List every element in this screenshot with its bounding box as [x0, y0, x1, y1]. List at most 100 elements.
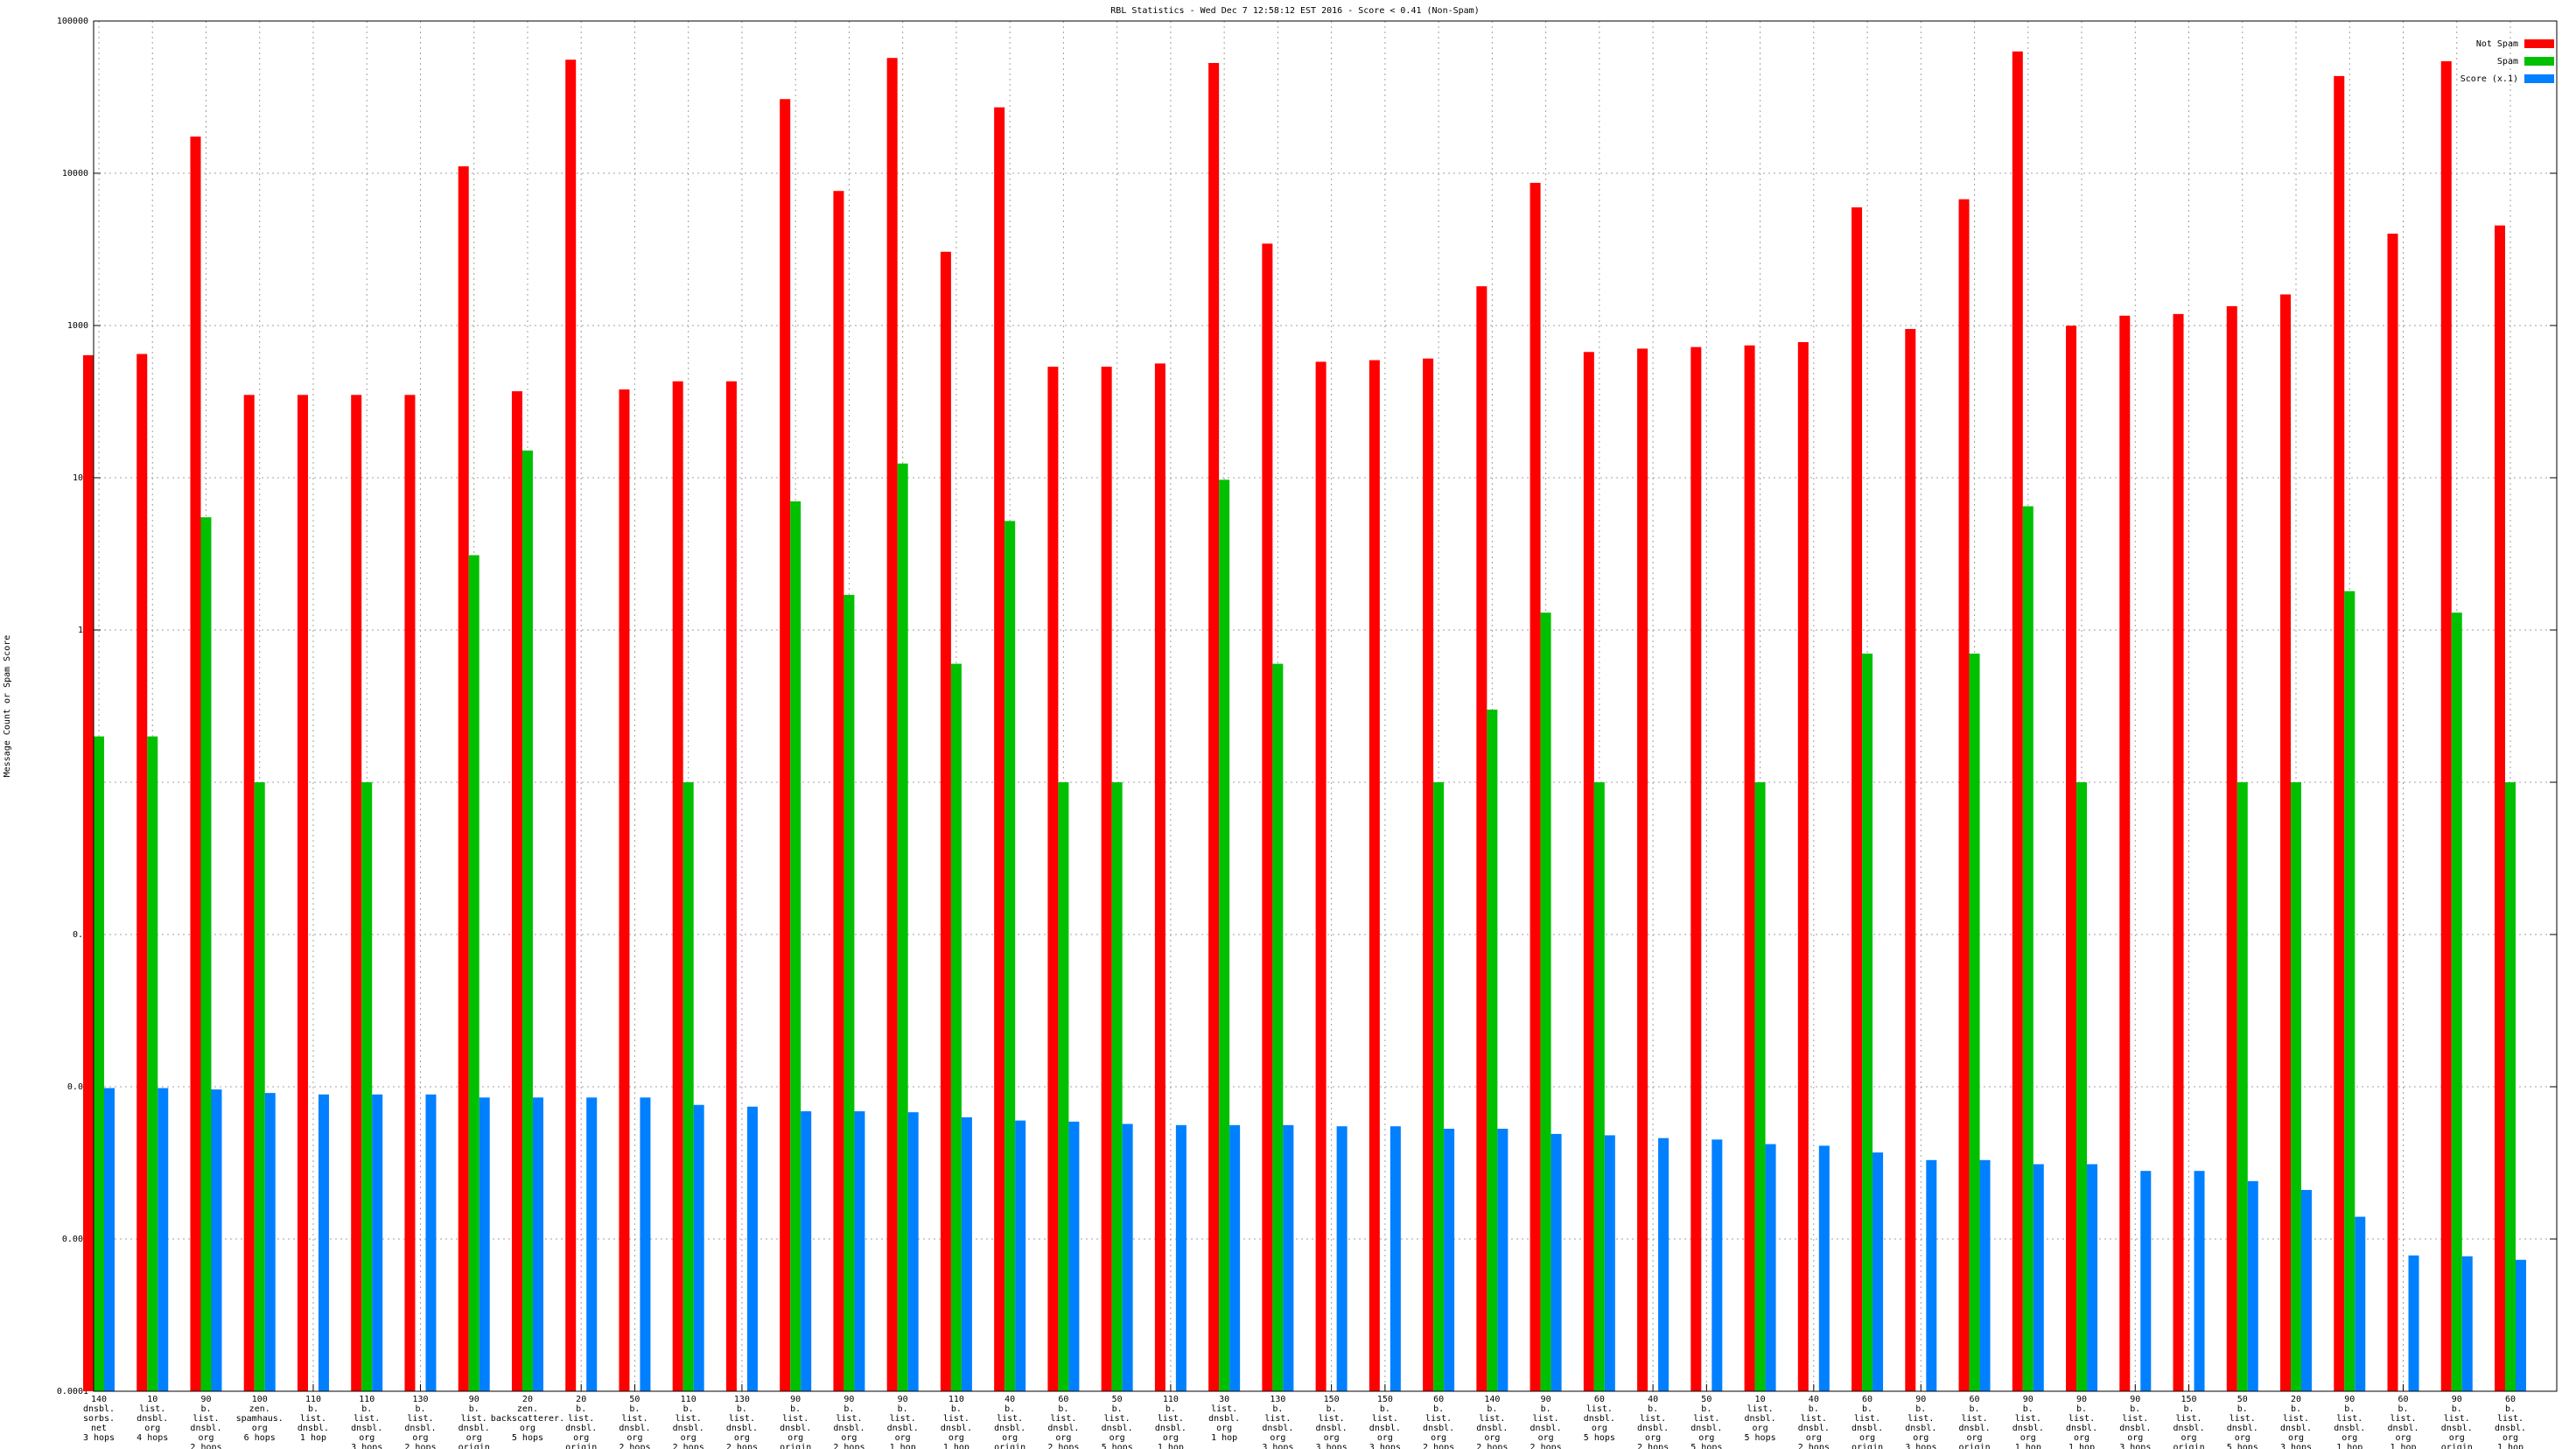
- bar: [1744, 345, 1755, 1392]
- bar: [854, 1111, 865, 1391]
- bar: [158, 1088, 169, 1391]
- bar: [886, 58, 898, 1391]
- bar: [672, 381, 683, 1391]
- x-tick-label: 130 b. list. dnsbl. org 2 hops: [404, 1395, 436, 1449]
- x-tick-label: 90 b. list. dnsbl. org 2 hops: [833, 1395, 864, 1449]
- bar: [1583, 352, 1594, 1392]
- x-tick-label: 40 b. list. dnsbl. org origin: [994, 1395, 1026, 1449]
- x-tick-label: 60 b. list. dnsbl. org origin: [1958, 1395, 1990, 1449]
- bar: [2247, 1180, 2258, 1391]
- x-tick-label: 50 b. list. dnsbl. org 2 hops: [619, 1395, 650, 1449]
- y-tick-label: 0.001: [62, 1235, 88, 1244]
- chart-title: RBL Statistics - Wed Dec 7 12:58:12 EST …: [1110, 6, 1479, 16]
- legend-label: Spam: [2497, 57, 2518, 66]
- bar: [2012, 51, 2023, 1391]
- x-tick-label: 90 b. list. dnsbl. org 3 hops: [2119, 1395, 2151, 1449]
- bar: [2076, 782, 2088, 1391]
- bar: [2173, 313, 2184, 1391]
- bar: [1926, 1159, 1937, 1391]
- bar: [2236, 782, 2248, 1391]
- x-tick-label: 10 list. dnsbl. org 4 hops: [136, 1395, 168, 1443]
- bar: [950, 663, 962, 1391]
- bar: [565, 60, 577, 1392]
- bar: [897, 463, 908, 1391]
- x-tick-label: 60 b. list. dnsbl. org 2 hops: [1423, 1395, 1454, 1449]
- y-tick-label: 0.01: [67, 1082, 88, 1092]
- bar: [2451, 612, 2462, 1391]
- x-tick-label: 50 b. list. dnsbl. org 5 hops: [2227, 1395, 2258, 1449]
- bar: [2440, 61, 2452, 1392]
- x-tick-label: 150 b. list. dnsbl. org 3 hops: [1316, 1395, 1348, 1449]
- bar: [532, 1097, 543, 1391]
- bar: [511, 391, 522, 1391]
- bar: [1444, 1128, 1455, 1391]
- bar: [1593, 782, 1605, 1391]
- x-tick-label: 60 b. list. dnsbl. org 2 hops: [1047, 1395, 1079, 1449]
- bar: [1208, 62, 1220, 1392]
- bar: [2461, 1256, 2473, 1391]
- bar: [961, 1116, 972, 1391]
- bar: [264, 1093, 276, 1391]
- x-tick-label: 110 b. list. dnsbl. 1 hop: [298, 1395, 329, 1443]
- bar: [1058, 782, 1069, 1391]
- legend-swatch: [2524, 74, 2554, 83]
- y-tick-label: 0.1: [73, 930, 88, 940]
- bar: [907, 1112, 919, 1391]
- x-tick-label: 110 b. list. dnsbl. org 1 hop: [941, 1395, 972, 1449]
- bar: [780, 99, 791, 1392]
- bar: [1852, 206, 1863, 1391]
- x-tick-label: 90 b. list. dnsbl. org 1 hop: [2334, 1395, 2365, 1449]
- bar: [1154, 363, 1166, 1392]
- x-tick-label: 90 b. list. dnsbl. org 1 hop: [2012, 1395, 2044, 1449]
- x-tick-label: 130 b. list. dnsbl. org 2 hops: [726, 1395, 758, 1449]
- bar: [1540, 612, 1551, 1391]
- bar: [2033, 1164, 2044, 1391]
- bar: [1433, 782, 1445, 1391]
- y-tick-label: 100: [73, 473, 88, 483]
- bar: [458, 166, 469, 1392]
- bar: [404, 395, 416, 1391]
- bar: [104, 1088, 115, 1391]
- bar: [2140, 1171, 2152, 1391]
- bar: [318, 1094, 329, 1391]
- bar: [725, 381, 737, 1391]
- bar: [94, 736, 104, 1391]
- bar: [297, 395, 308, 1391]
- x-tick-label: 40 b. list. dnsbl. org 2 hops: [1637, 1395, 1669, 1449]
- bar: [2087, 1164, 2098, 1391]
- bar: [586, 1097, 598, 1391]
- bar: [1712, 1139, 1723, 1391]
- y-tick-label: 100000: [57, 17, 88, 26]
- bar: [1754, 782, 1766, 1391]
- bar: [790, 500, 802, 1391]
- x-tick-label: 140 b. list. dnsbl. org 2 hops: [1476, 1395, 1508, 1449]
- bar: [833, 191, 844, 1391]
- y-tick-label: 1000: [67, 321, 88, 331]
- bar: [1818, 1145, 1830, 1391]
- x-tick-label: 30 list. dnsbl. org 1 hop: [1208, 1395, 1240, 1443]
- bar: [1872, 1152, 1884, 1391]
- bar: [1476, 286, 1488, 1391]
- x-tick-label: 50 b. list. dnsbl. org 5 hops: [1102, 1395, 1133, 1449]
- bar: [940, 251, 951, 1392]
- bar: [1550, 1133, 1562, 1391]
- bar: [1690, 346, 1702, 1392]
- bar: [1905, 328, 1916, 1391]
- x-tick-label: 20 b. list. dnsbl. org 3 hops: [2280, 1395, 2312, 1449]
- bar: [200, 517, 212, 1391]
- bar: [479, 1097, 490, 1391]
- bar: [2194, 1171, 2205, 1391]
- bar: [1862, 653, 1873, 1391]
- y-tick-label: 10: [78, 626, 88, 635]
- bar: [1765, 1144, 1776, 1391]
- x-tick-label: 110 b. list. dnsbl. org 3 hops: [351, 1395, 382, 1449]
- bar: [1497, 1128, 1508, 1391]
- bar: [1283, 1124, 1294, 1391]
- x-tick-label: 130 b. list. dnsbl. org 3 hops: [1262, 1395, 1293, 1449]
- x-tick-label: 90 b. list. dnsbl. org 2 hops: [1530, 1395, 1562, 1449]
- x-tick-label: 90 b. list. dnsbl. org 3 hops: [1905, 1395, 1936, 1449]
- bar: [243, 395, 255, 1391]
- bar: [1969, 653, 1980, 1391]
- x-tick-label: 20 b. list. dnsbl. org origin: [565, 1395, 597, 1449]
